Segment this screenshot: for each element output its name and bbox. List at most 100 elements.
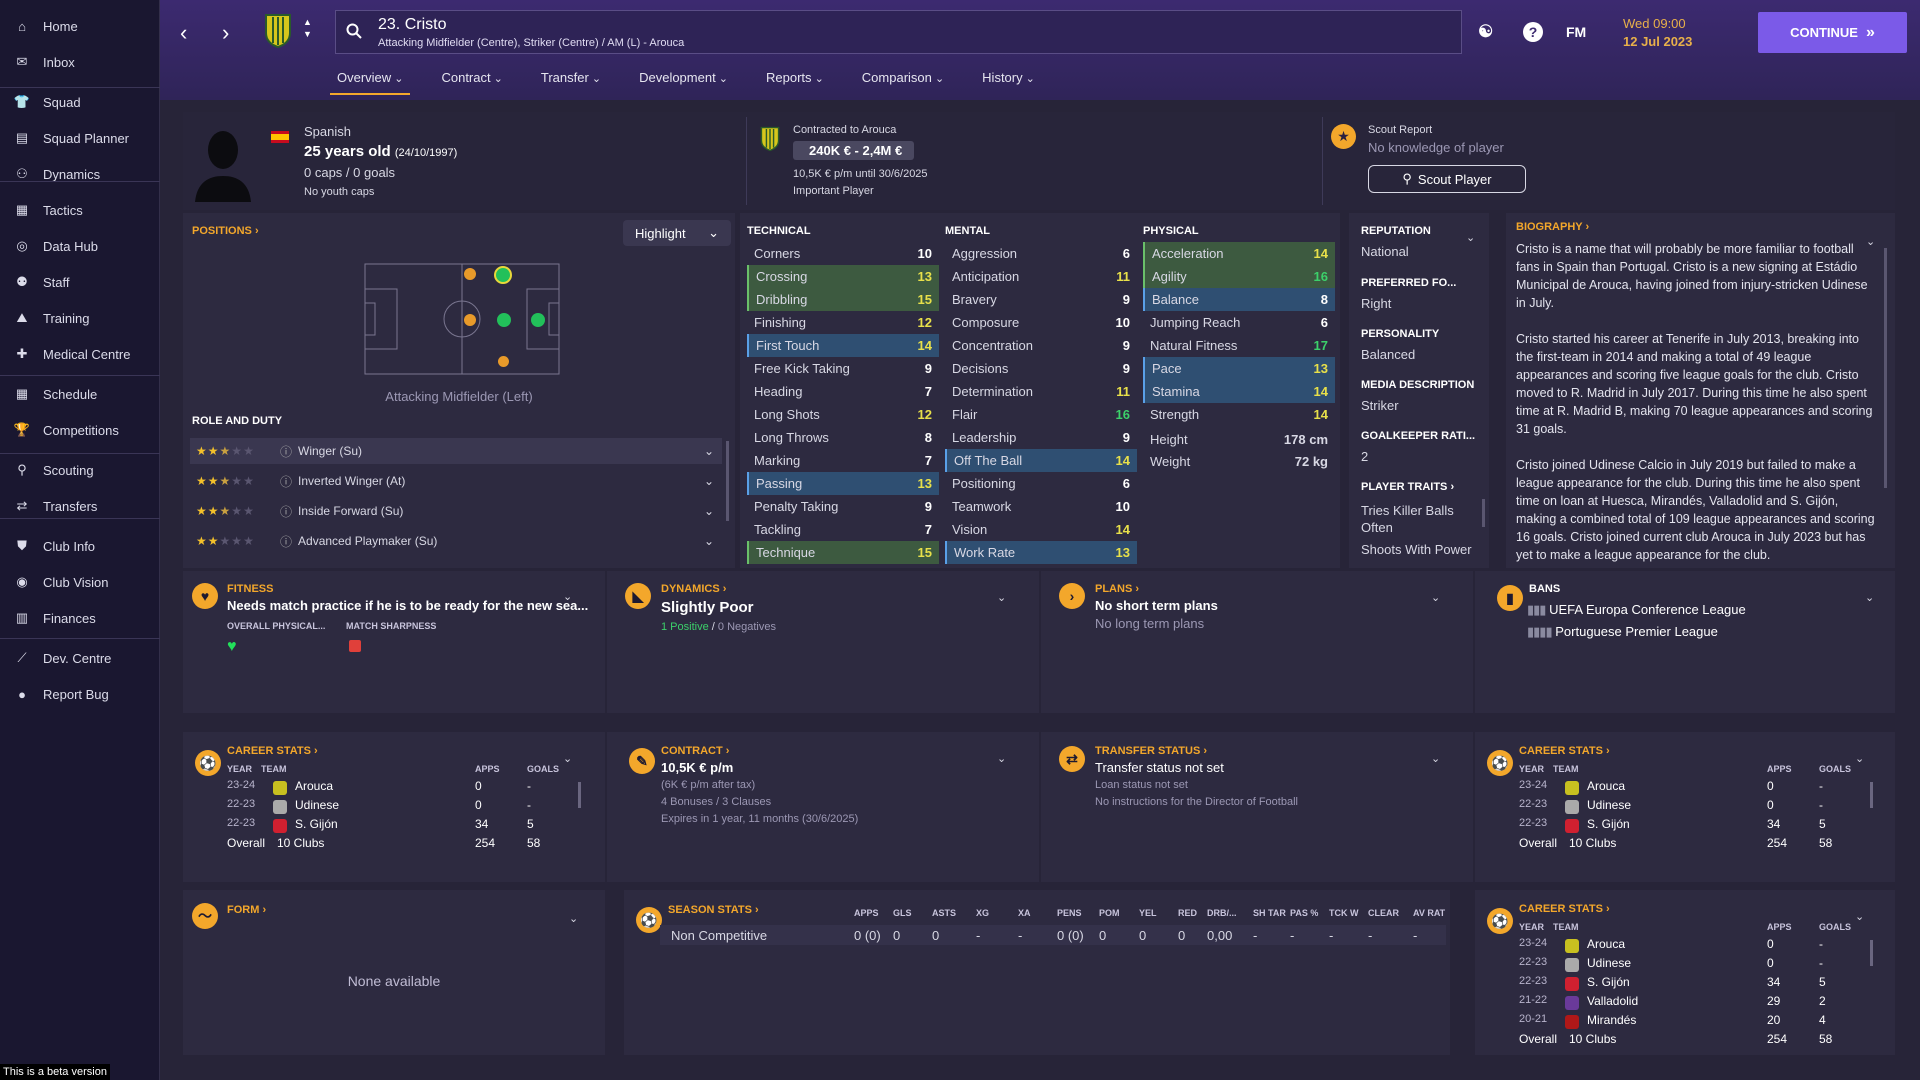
position-dot-mc[interactable] (464, 314, 476, 326)
chevron-down-icon[interactable]: ⌄ (563, 753, 573, 765)
game-date[interactable]: Wed 09:00 12 Jul 2023 (1623, 15, 1692, 51)
contract-title-link[interactable]: CONTRACT › (661, 745, 730, 757)
season-header[interactable]: DRB/... (1207, 908, 1237, 918)
tab-overview[interactable]: Overview ⌄ (330, 70, 411, 95)
position-dot-mr[interactable] (498, 356, 509, 367)
career-row[interactable]: 20-21 Mirandés 20 4 (1475, 1013, 1855, 1032)
chevron-down-icon[interactable]: ⌄ (569, 913, 579, 925)
role-row[interactable]: ★★★★★ ⓘ Inverted Winger (At) ⌄ (190, 468, 722, 494)
season-header[interactable]: CLEAR (1368, 908, 1399, 918)
season-title-link[interactable]: SEASON STATS › (668, 904, 759, 916)
position-dot-amc[interactable] (497, 313, 511, 327)
social-feed-icon[interactable]: ☯ (1478, 22, 1494, 41)
traits-link[interactable]: PLAYER TRAITS › (1361, 481, 1455, 493)
chevron-down-icon[interactable]: ⌄ (563, 591, 573, 603)
chevron-down-icon[interactable]: ⌄ (1865, 592, 1875, 604)
position-dot-st[interactable] (531, 313, 545, 327)
role-row[interactable]: ★★★★★ ⓘ Winger (Su) ⌄ (190, 438, 722, 464)
career-title-link[interactable]: CAREER STATS › (1519, 903, 1610, 915)
sidebar-item-schedule[interactable]: ▦ Schedule (0, 379, 160, 409)
career-row[interactable]: 22-23 S. Gijón 34 5 (1475, 817, 1855, 836)
tab-reports[interactable]: Reports ⌄ (759, 70, 831, 95)
chevron-down-icon[interactable]: ⌄ (1855, 911, 1865, 923)
chevron-down-icon[interactable]: ⌄ (1855, 753, 1865, 765)
chevron-down-icon[interactable]: ⌄ (703, 444, 714, 458)
chevron-down-icon[interactable]: ⌄ (703, 504, 714, 518)
sidebar-item-staff[interactable]: ⚉ Staff (0, 267, 160, 297)
position-dot-aml[interactable] (464, 268, 476, 280)
chevron-down-icon[interactable]: ⌄ (703, 474, 714, 488)
season-header[interactable]: SH TAR (1253, 908, 1286, 918)
bio-scrollbar[interactable] (1884, 248, 1887, 488)
tab-development[interactable]: Development ⌄ (632, 70, 735, 95)
chevron-down-icon[interactable]: ⌄ (703, 534, 714, 548)
club-badge-icon[interactable] (264, 13, 292, 49)
chevron-down-icon[interactable]: ⌄ (1466, 232, 1476, 244)
tab-contract[interactable]: Contract ⌄ (434, 70, 509, 95)
role-row[interactable]: ★★★★★ ⓘ Advanced Playmaker (Su) ⌄ (190, 528, 722, 554)
position-dot-ml-highlight[interactable] (494, 266, 512, 284)
season-header[interactable]: TCK W (1329, 908, 1359, 918)
transfer-title-link[interactable]: TRANSFER STATUS › (1095, 745, 1208, 757)
career-scrollbar[interactable] (1870, 782, 1873, 808)
career-row[interactable]: 22-23 S. Gijón 34 5 (1475, 975, 1855, 994)
sidebar-item-squad-planner[interactable]: ▤ Squad Planner (0, 123, 160, 153)
traits-scrollbar[interactable] (1482, 499, 1485, 527)
career-title-link[interactable]: CAREER STATS › (227, 745, 318, 757)
role-row[interactable]: ★★★★★ ⓘ Inside Forward (Su) ⌄ (190, 498, 722, 524)
sidebar-item-training[interactable]: ⛰ Training (0, 303, 160, 333)
role-scrollbar[interactable] (726, 441, 729, 521)
positions-title-link[interactable]: POSITIONS › (192, 225, 259, 237)
sidebar-item-report-bug[interactable]: ● Report Bug (0, 679, 160, 709)
help-icon[interactable]: ? (1523, 22, 1543, 42)
value-badge[interactable]: 240K € - 2,4M € (793, 141, 915, 160)
season-header[interactable]: ASTS (932, 908, 957, 918)
season-header[interactable]: PENS (1057, 908, 1082, 918)
continue-button[interactable]: CONTINUE » (1758, 12, 1907, 53)
season-header[interactable]: GLS (893, 908, 912, 918)
season-header[interactable]: XG (976, 908, 990, 918)
forward-arrow-icon[interactable]: › (222, 20, 230, 45)
tab-transfer[interactable]: Transfer ⌄ (534, 70, 608, 95)
career-row[interactable]: 22-23 Udinese 0 - (183, 798, 563, 817)
sidebar-item-medical-centre[interactable]: ✚ Medical Centre (0, 339, 160, 369)
career-row[interactable]: 23-24 Arouca 0 - (1475, 937, 1855, 956)
plans-title-link[interactable]: PLANS › (1095, 583, 1140, 595)
chevron-down-icon[interactable]: ⌄ (1431, 753, 1441, 765)
sidebar-item-finances[interactable]: ▥ Finances (0, 603, 160, 633)
season-header[interactable]: YEL (1139, 908, 1157, 918)
career-row[interactable]: 23-24 Arouca 0 - (1475, 779, 1855, 798)
sidebar-item-transfers[interactable]: ⇄ Transfers (0, 491, 160, 521)
back-arrow-icon[interactable]: ‹ (180, 20, 188, 45)
fm-menu-button[interactable]: FM (1566, 24, 1587, 40)
sidebar-item-club-vision[interactable]: ◉ Club Vision (0, 567, 160, 597)
sidebar-item-inbox[interactable]: ✉ Inbox (0, 47, 160, 77)
scout-player-button[interactable]: ⚲ Scout Player (1368, 165, 1526, 193)
sidebar-item-data-hub[interactable]: ◎ Data Hub (0, 231, 160, 261)
chevron-down-icon[interactable]: ⌄ (997, 592, 1007, 604)
sidebar-item-tactics[interactable]: ▦ Tactics (0, 195, 160, 225)
dynamics-title-link[interactable]: DYNAMICS › (661, 583, 727, 595)
biography-title-link[interactable]: BIOGRAPHY › (1516, 221, 1590, 233)
season-header[interactable]: AV RAT (1413, 908, 1446, 918)
tab-history[interactable]: History ⌄ (975, 70, 1042, 95)
career-scrollbar[interactable] (1870, 940, 1873, 966)
career-row[interactable]: 22-23 S. Gijón 34 5 (183, 817, 563, 836)
career-row[interactable]: 22-23 Udinese 0 - (1475, 798, 1855, 817)
career-title-link[interactable]: CAREER STATS › (1519, 745, 1610, 757)
sidebar-item-club-info[interactable]: ⛊ Club Info (0, 531, 160, 561)
career-scrollbar[interactable] (578, 782, 581, 808)
player-search-box[interactable]: 23. Cristo Attacking Midfielder (Centre)… (335, 10, 1462, 54)
career-row[interactable]: 21-22 Valladolid 29 2 (1475, 994, 1855, 1013)
season-header[interactable]: POM (1099, 908, 1120, 918)
season-header[interactable]: RED (1178, 908, 1198, 918)
chevron-down-icon[interactable]: ⌄ (1866, 236, 1876, 248)
chevron-down-icon[interactable]: ⌄ (997, 753, 1007, 765)
season-header[interactable]: XA (1018, 908, 1031, 918)
season-header[interactable]: PAS % (1290, 908, 1319, 918)
chevron-down-icon[interactable]: ⌄ (1431, 592, 1441, 604)
sidebar-item-scouting[interactable]: ⚲ Scouting (0, 455, 160, 485)
season-header[interactable]: APPS (854, 908, 879, 918)
form-title-link[interactable]: FORM › (227, 904, 267, 916)
career-row[interactable]: 22-23 Udinese 0 - (1475, 956, 1855, 975)
